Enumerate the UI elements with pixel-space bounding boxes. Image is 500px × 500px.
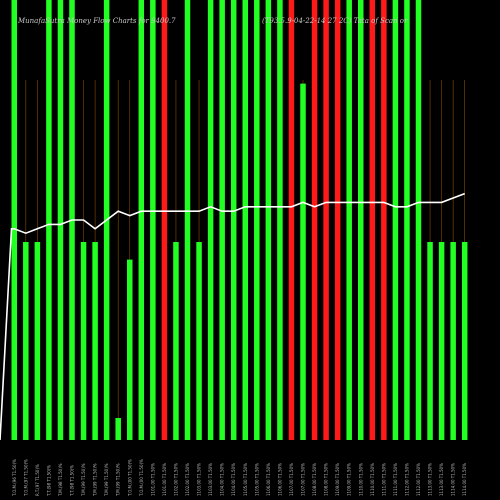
bar [242, 0, 248, 440]
x-tick-label: R.T.(97 T1.50)% [35, 464, 40, 496]
bar-series [11, 0, 468, 440]
bar [23, 242, 29, 440]
x-tick-label: 1101.00 T1.50% [162, 463, 167, 496]
bar [346, 0, 352, 440]
chart-title-right: (T93.5.9-04-22-14 27 2C) Tata of Scan or [262, 17, 408, 25]
x-tick-label: T.O.M.(97 T1.50)% [23, 459, 28, 497]
bar [161, 0, 168, 440]
x-tick-label: 1102.00 T1.50% [185, 463, 190, 496]
bar [138, 0, 145, 440]
x-tick-label: 1107.00 T1.50% [301, 463, 306, 496]
bar [438, 242, 445, 440]
x-tick-label: 1107.00 T1.50% [289, 463, 294, 496]
bar [150, 0, 156, 440]
x-tick-label: 1110.00 T1.50% [370, 463, 375, 496]
bar [46, 0, 52, 440]
bar [265, 0, 272, 440]
x-tick-label: T.T.(98 T1.50)% [70, 465, 75, 497]
x-tick-labels: T.O.M.(96 T1.50)% T.O.M.(97 T1.50)% R.T.(9… [12, 459, 467, 497]
bar [254, 0, 260, 440]
x-tick-label: 1102.00 T1.50% [173, 463, 178, 496]
x-tick-label: T.O.M.(96 T1.50)% [12, 459, 17, 497]
x-tick-label: 1108.00 T1.50% [324, 463, 329, 496]
x-tick-label: 1109.00 T1.50% [347, 463, 352, 496]
bar [404, 0, 410, 440]
x-tick-label: 1106.00 T1.50% [266, 463, 271, 496]
x-tick-label: 1109.00 T1.50% [335, 463, 340, 496]
x-tick-label: 1101.00 T1.50% [150, 463, 155, 496]
x-tick-label: 1114.00 T1.50% [462, 463, 467, 496]
bar [184, 0, 191, 440]
chart-title-left: MunafaSutra Money Flow Charts for 9400.7 [17, 17, 176, 25]
bar [230, 0, 237, 440]
bar [115, 418, 121, 440]
x-tick-label: 1112.00 T1.50% [416, 463, 421, 496]
bar [358, 0, 364, 440]
x-tick-label: 1108.00 T1.50% [312, 463, 317, 496]
bar [311, 0, 318, 440]
x-tick-label: 1113.00 T1.50% [428, 463, 433, 496]
bar [173, 242, 179, 440]
bar [369, 0, 376, 440]
x-tick-label: T.M.(99 T1.50)% [116, 463, 121, 497]
x-tick-label: T.M.(99 T1.50)% [81, 463, 86, 497]
x-tick-label: 1103.00 T1.50% [208, 463, 213, 496]
x-tick-label: 1113.00 T1.50% [439, 463, 444, 496]
bar [34, 242, 41, 440]
x-tick-label: T.O.M.(00 T1.50)% [127, 459, 132, 497]
x-tick-label: 1104.00 T1.50% [220, 463, 225, 496]
bar [207, 0, 214, 440]
money-flow-line [0, 192, 465, 441]
bar [415, 0, 422, 440]
bar [427, 242, 433, 440]
x-tick-label: 1111.00 T1.50% [381, 463, 386, 496]
bar [381, 0, 387, 440]
bar [323, 0, 329, 440]
x-tick-label: T.T.(98 T1.50)% [46, 465, 51, 497]
x-tick-label: T.M.(98 T1.50)% [58, 463, 63, 497]
bar [334, 0, 341, 440]
bar [219, 0, 225, 440]
bar [57, 0, 64, 440]
bar [11, 0, 17, 440]
x-tick-label: T.O.M.(00 T1.50)% [139, 459, 144, 497]
bar [300, 83, 306, 440]
bar [80, 242, 87, 440]
bar [288, 0, 295, 440]
bar [461, 242, 468, 440]
bar [450, 242, 456, 440]
x-tick-label: 1105.00 T1.50% [243, 463, 248, 496]
x-tick-label: 1104.00 T1.50% [231, 463, 236, 496]
bar [196, 242, 202, 440]
bar [277, 0, 283, 440]
x-tick-label: 1110.00 T1.50% [358, 463, 363, 496]
x-tick-label: 1105.00 T1.50% [254, 463, 259, 496]
x-tick-label: 1112.00 T1.50% [404, 463, 409, 496]
x-tick-label: T.M.(99 T1.50)% [104, 463, 109, 497]
bar [127, 259, 133, 440]
x-tick-label: 1106.00 T1.50% [277, 463, 282, 496]
bar [392, 0, 399, 440]
x-tick-label: 1103.00 T1.50% [197, 463, 202, 496]
bar [92, 242, 98, 440]
x-tick-label: 1114.00 T1.50% [451, 463, 456, 496]
x-tick-label: T.M.(99 T1.50)% [93, 463, 98, 497]
x-tick-label: 1111.00 T1.50% [393, 463, 398, 496]
